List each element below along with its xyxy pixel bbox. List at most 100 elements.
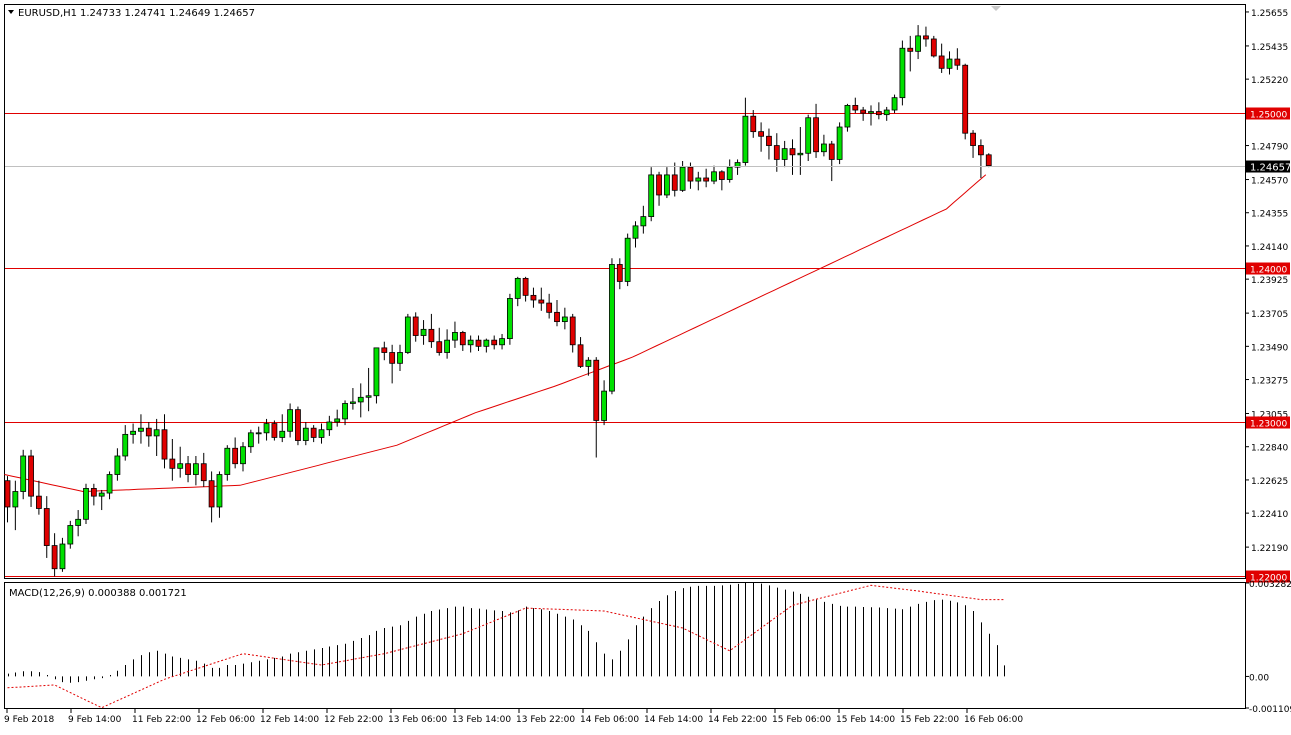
candle xyxy=(240,442,246,472)
candle xyxy=(718,170,725,191)
candle-body xyxy=(373,347,380,397)
candle-body xyxy=(546,302,553,313)
candle xyxy=(561,307,568,330)
candle-body xyxy=(106,474,113,494)
candle-body xyxy=(506,298,513,340)
candle-body xyxy=(83,488,89,520)
candle xyxy=(208,471,215,523)
candle-body xyxy=(342,403,348,420)
candle xyxy=(664,167,670,199)
candle-body xyxy=(938,55,945,69)
time-tick-label: 14 Feb 06:00 xyxy=(580,715,639,725)
time-tick-label: 13 Feb 06:00 xyxy=(388,715,447,725)
candle xyxy=(467,335,474,353)
candle xyxy=(412,312,419,342)
candle xyxy=(247,429,254,453)
chart-menu-triangle-icon[interactable] xyxy=(8,10,14,14)
candle-body xyxy=(28,455,34,497)
candle xyxy=(734,159,741,175)
level-label: 1.25000 xyxy=(1250,111,1287,121)
macd-signal-line xyxy=(7,584,1005,709)
candle xyxy=(711,165,717,185)
ohlc-label: 1.24733 1.24741 1.24649 1.24657 xyxy=(80,8,255,19)
candle-body xyxy=(51,545,58,570)
candle-body xyxy=(632,225,639,239)
candle xyxy=(789,139,796,175)
candle xyxy=(609,258,615,395)
candle-body xyxy=(349,401,356,404)
candle xyxy=(601,380,607,426)
candle-body xyxy=(718,171,725,180)
candle xyxy=(915,25,921,60)
time-tick-label: 13 Feb 22:00 xyxy=(516,715,575,725)
candle xyxy=(781,140,788,168)
candle-body xyxy=(695,177,702,182)
candle-body xyxy=(389,352,396,364)
candle-body xyxy=(224,447,231,475)
candle-body xyxy=(616,264,623,282)
candle-body xyxy=(923,35,929,40)
candle-body xyxy=(302,427,309,441)
candle-body xyxy=(271,423,278,438)
candle-body xyxy=(208,480,215,508)
candle xyxy=(59,537,66,572)
macd-tick-label: 0.003282 xyxy=(1249,580,1291,590)
candle xyxy=(483,338,490,353)
candle-body xyxy=(734,162,741,168)
candle xyxy=(67,520,74,549)
current-price-box xyxy=(1246,160,1290,173)
macd-panel-frame xyxy=(4,582,1246,709)
time-tick-label: 12 Feb 06:00 xyxy=(196,715,255,725)
candle-body xyxy=(36,495,42,509)
candle xyxy=(828,140,835,182)
candle xyxy=(569,313,576,353)
candle xyxy=(310,425,317,443)
candle-body xyxy=(805,117,812,154)
candle xyxy=(4,476,11,523)
price-panel-frame xyxy=(4,4,1246,579)
candle xyxy=(970,130,976,158)
candle xyxy=(624,233,631,287)
candle xyxy=(695,171,702,191)
candle xyxy=(938,43,945,73)
candle xyxy=(766,128,772,160)
candle-body xyxy=(899,47,906,99)
candle-body xyxy=(891,97,898,111)
price-tick-label: 1.24790 xyxy=(1251,143,1288,153)
candle-body xyxy=(428,328,435,343)
candle-body xyxy=(232,447,239,465)
candle-body xyxy=(687,166,694,182)
candle-body xyxy=(145,427,152,437)
candle-body xyxy=(499,338,505,346)
candle xyxy=(20,449,27,500)
candle-body xyxy=(828,143,835,160)
candle xyxy=(349,388,356,410)
time-tick-label: 15 Feb 22:00 xyxy=(900,715,959,725)
symbol-label: EURUSD,H1 xyxy=(18,8,77,19)
candle xyxy=(169,438,176,481)
candle xyxy=(514,276,521,307)
candle xyxy=(978,139,984,178)
candle xyxy=(577,337,584,368)
candle-body xyxy=(114,455,121,475)
candle-body xyxy=(67,525,74,545)
candle xyxy=(318,423,325,444)
time-tick-label: 12 Feb 22:00 xyxy=(324,715,383,725)
time-tick-label: 15 Feb 14:00 xyxy=(836,715,895,725)
chart-shift-icon[interactable] xyxy=(991,6,1001,11)
candle xyxy=(145,422,152,447)
candle xyxy=(420,320,427,345)
candle-body xyxy=(216,474,223,508)
candle xyxy=(428,313,435,348)
candle xyxy=(632,221,639,248)
candle xyxy=(750,110,757,138)
candle xyxy=(263,418,270,441)
candle xyxy=(153,418,160,456)
candle xyxy=(648,167,655,222)
time-tick-label: 16 Feb 06:00 xyxy=(964,715,1023,725)
candle xyxy=(365,367,372,412)
candle-body xyxy=(750,115,757,133)
candle xyxy=(436,327,443,356)
